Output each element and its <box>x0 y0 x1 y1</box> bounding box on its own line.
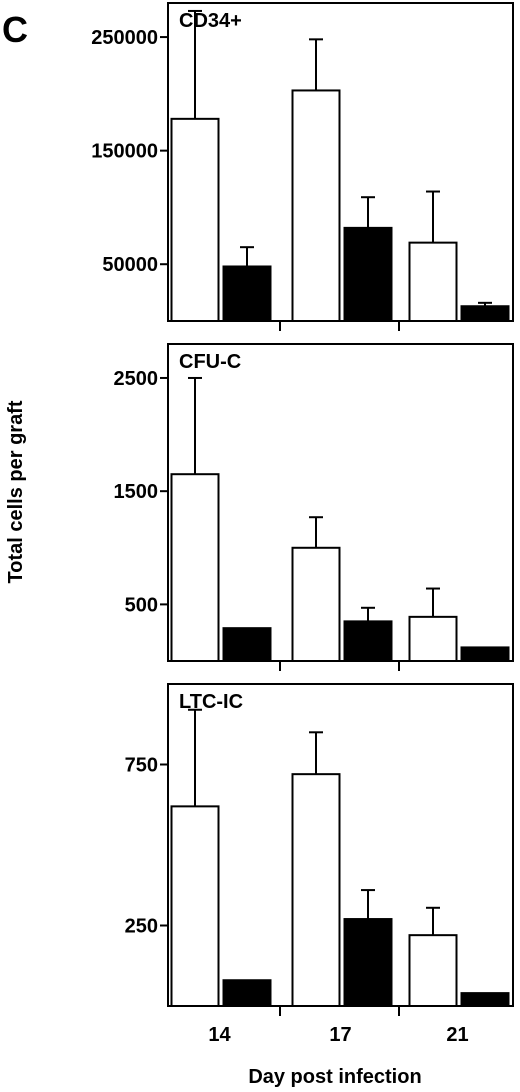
y-tick-label: 50000 <box>102 254 158 276</box>
bar-black-14 <box>222 979 272 1007</box>
y-tick-label: 250000 <box>91 27 158 49</box>
bar-black-21 <box>460 992 510 1007</box>
bar-black-14 <box>222 265 272 323</box>
bar-black-17 <box>343 226 393 322</box>
bar-white-14 <box>170 805 220 1007</box>
bar-white-21 <box>408 615 458 663</box>
bar-white-21 <box>408 241 458 322</box>
x-tick-label: 14 <box>208 1024 231 1046</box>
y-tick-label: 750 <box>125 755 158 777</box>
panel-cd34: CD34+ 50000 150000 250000 <box>91 2 514 331</box>
bar-white-17 <box>291 89 341 322</box>
panel-title: CFU-C <box>179 351 241 373</box>
panel-title: CD34+ <box>179 10 242 32</box>
bar-black-14 <box>222 627 272 662</box>
y-tick-label: 500 <box>125 594 158 616</box>
bar-black-17 <box>343 620 393 662</box>
panel-letter: C <box>2 9 28 50</box>
bar-black-17 <box>343 918 393 1007</box>
y-tick-label: 2500 <box>114 368 159 390</box>
bar-white-14 <box>170 117 220 323</box>
panel-ltc-ic: LTC-IC 250 750 14 17 21 <box>125 683 514 1046</box>
y-tick-label: 1500 <box>114 481 159 503</box>
panel-title: LTC-IC <box>179 691 243 713</box>
bar-white-14 <box>170 473 220 663</box>
bar-white-17 <box>291 546 341 662</box>
x-tick-label: 17 <box>329 1024 351 1046</box>
bar-black-21 <box>460 305 510 323</box>
y-tick-label: 250 <box>125 916 158 938</box>
panel-cfu-c: CFU-C 500 1500 2500 <box>114 343 514 671</box>
x-tick-label: 21 <box>446 1024 468 1046</box>
bar-white-21 <box>408 934 458 1007</box>
bar-white-17 <box>291 773 341 1007</box>
y-axis-label: Total cells per graft <box>5 400 27 583</box>
x-axis-label: Day post infection <box>248 1066 421 1088</box>
y-tick-label: 150000 <box>91 141 158 163</box>
bar-black-21 <box>460 646 510 663</box>
